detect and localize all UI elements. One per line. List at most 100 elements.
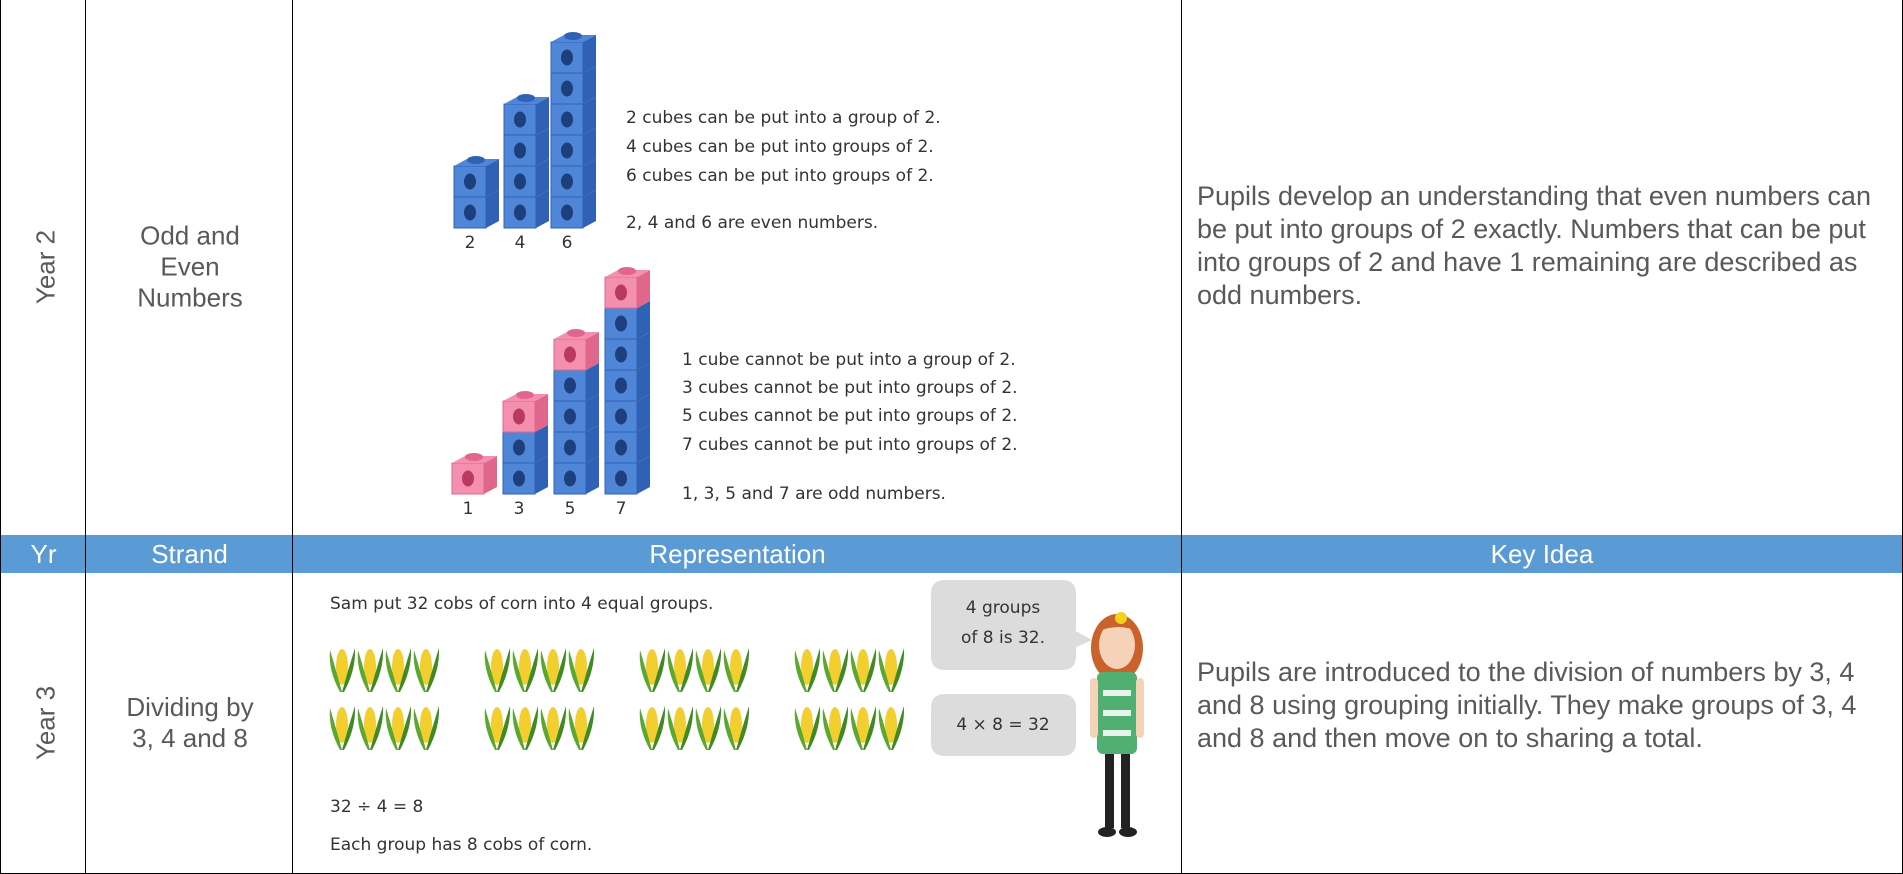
cube-hole (514, 111, 526, 128)
corn-leaf (891, 706, 905, 750)
cube-label: 5 (565, 499, 576, 519)
corn-leaf (723, 708, 736, 750)
corn-leaf (329, 708, 342, 750)
corn-kernels (491, 707, 503, 743)
cube-side (637, 425, 650, 463)
cube-side (637, 301, 650, 339)
corn-leaf (484, 708, 497, 750)
corn-kernels (829, 649, 841, 685)
cube-hole (615, 470, 627, 487)
corn-cob (723, 706, 750, 750)
corn-leaf (357, 650, 370, 692)
strand: Odd and Even Numbers (137, 220, 243, 313)
corn-leaf (398, 706, 412, 750)
cube-hole (514, 142, 526, 159)
corn-kernels (575, 707, 587, 743)
cube-side (586, 363, 599, 401)
corn-cob (357, 706, 384, 750)
corn-leaf (680, 706, 694, 750)
corn-cob (667, 648, 694, 692)
corn-cob (695, 706, 722, 750)
corn-kernels (801, 649, 813, 685)
corn-leaf (850, 650, 863, 692)
header-cell: Yr (0, 535, 86, 573)
corn-leaf (426, 648, 440, 692)
corn-leaf (357, 708, 370, 750)
cube-hole (615, 408, 627, 425)
corn-kernels (857, 707, 869, 743)
cube-side (583, 128, 596, 166)
cube-hole (561, 173, 573, 190)
corn-leaf (370, 706, 384, 750)
girl-figure (1090, 612, 1144, 837)
corn-leaf (708, 706, 722, 750)
header-cell: Strand (85, 535, 293, 573)
corn-cob (850, 648, 877, 692)
statement: 1 cube cannot be put into a group of 2. (682, 350, 1016, 370)
corn-leaf (695, 650, 708, 692)
cube-side (586, 425, 599, 463)
corn-leaf (680, 648, 694, 692)
statement: 2 cubes can be put into a group of 2. (626, 108, 941, 128)
corn-leaf (426, 706, 440, 750)
conclusion: 1, 3, 5 and 7 are odd numbers. (682, 484, 946, 504)
header-cell: Key Idea (1181, 535, 1903, 573)
corn-leaf (822, 650, 835, 692)
statement: 7 cubes cannot be put into groups of 2. (682, 435, 1018, 455)
corn-cob (329, 648, 356, 692)
corn-leaf (835, 706, 849, 750)
corn-leaf (835, 648, 849, 692)
corn-kernels (336, 707, 348, 743)
corn-leaf (863, 648, 877, 692)
cube-side (486, 190, 499, 228)
corn-kernels (730, 649, 742, 685)
corn-leaf (484, 650, 497, 692)
speech-bubble (931, 694, 1076, 756)
corn-cob (484, 706, 511, 750)
corn-leaf (736, 648, 750, 692)
equation: 32 ÷ 4 = 8 (330, 797, 423, 817)
corn-kernels (364, 707, 376, 743)
corn-kernels (547, 649, 559, 685)
corn-leaf (708, 648, 722, 692)
cube-hole (561, 142, 573, 159)
speech-text: of 8 is 32. (961, 628, 1045, 648)
corn-cob (878, 648, 905, 692)
cube-label: 2 (465, 233, 476, 253)
corn-leaf (639, 650, 652, 692)
corn-leaf (398, 648, 412, 692)
corn-leaf (525, 648, 539, 692)
corn-leaf (553, 648, 567, 692)
corn-leaf (413, 650, 426, 692)
cube-side (586, 332, 599, 370)
cube-side (586, 394, 599, 432)
cube-label: 1 (463, 499, 474, 519)
corn-cob (822, 648, 849, 692)
cube-stack (553, 329, 599, 495)
corn-cob (794, 648, 821, 692)
cube-side (583, 190, 596, 228)
corn-leaf (581, 648, 595, 692)
corn-cob (568, 706, 595, 750)
equation-bubble: 4 × 8 = 32 (956, 715, 1049, 735)
cube-hole (615, 346, 627, 363)
corn-leaf (652, 706, 666, 750)
cube-stack (502, 391, 548, 495)
corn-leaf (736, 706, 750, 750)
cube-label: 3 (514, 499, 525, 519)
corn-kernels (646, 707, 658, 743)
corn-kernels (575, 649, 587, 685)
corn-cob (639, 706, 666, 750)
statement: 5 cubes cannot be put into groups of 2. (682, 406, 1018, 426)
corn-kernels (702, 649, 714, 685)
cube-hole (464, 204, 476, 221)
corn-leaf (329, 650, 342, 692)
conclusion: 2, 4 and 6 are even numbers. (626, 213, 878, 233)
corn-kernels (420, 707, 432, 743)
cube-stack (451, 453, 497, 495)
cube-label: 6 (562, 233, 573, 253)
key-idea: Pupils develop an understanding that eve… (1197, 181, 1871, 310)
corn-kernels (885, 707, 897, 743)
corn-leaf (667, 650, 680, 692)
corn-leaf (512, 650, 525, 692)
